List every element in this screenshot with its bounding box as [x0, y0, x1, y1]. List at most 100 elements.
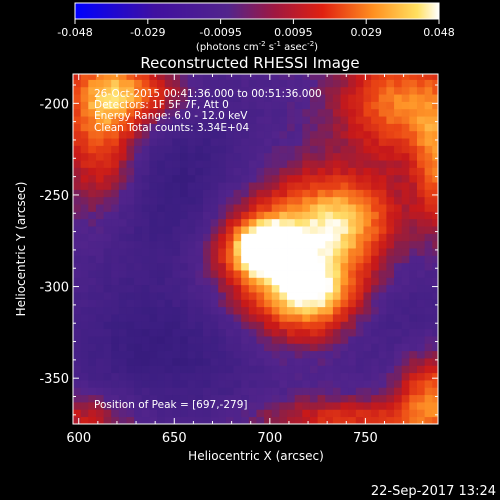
heatmap-cell: [141, 416, 150, 424]
heatmap-cell: [172, 387, 181, 396]
heatmap-cell: [401, 314, 410, 322]
heatmap-cell: [348, 409, 357, 418]
heatmap-cell: [149, 204, 158, 212]
heatmap-cell: [233, 94, 242, 102]
heatmap-cell: [416, 138, 426, 146]
heatmap-cell: [187, 365, 196, 374]
heatmap-cell: [95, 86, 104, 95]
heatmap-cell: [80, 416, 89, 424]
heatmap-cell: [386, 123, 395, 132]
heatmap-cell: [264, 233, 273, 242]
heatmap-cell: [172, 108, 181, 117]
heatmap-cell: [264, 314, 273, 322]
heatmap-cell: [202, 123, 211, 132]
heatmap-cell: [287, 116, 296, 124]
heatmap-cell: [241, 350, 250, 359]
heatmap-cell: [287, 299, 296, 308]
heatmap-cell: [424, 211, 433, 220]
heatmap-cell: [279, 262, 288, 271]
heatmap-cell: [88, 343, 97, 352]
heatmap-cell: [164, 233, 173, 242]
heatmap-cell: [409, 74, 418, 80]
heatmap-cell: [340, 130, 349, 139]
heatmap-cell: [118, 248, 127, 256]
heatmap-cell: [80, 409, 89, 418]
heatmap-cell: [348, 130, 357, 139]
heatmap-cell: [111, 372, 120, 381]
heatmap-cell: [202, 284, 211, 293]
heatmap-cell: [88, 321, 97, 330]
heatmap-cell: [126, 328, 135, 337]
heatmap-cell: [317, 145, 326, 154]
heatmap-cell: [279, 350, 288, 359]
heatmap-cell: [416, 79, 426, 88]
heatmap-cell: [164, 350, 173, 359]
heatmap-cell: [279, 130, 288, 139]
heatmap-cell: [103, 284, 112, 293]
heatmap-cell: [332, 79, 341, 88]
heatmap-cell: [172, 123, 181, 132]
heatmap-cell: [88, 123, 97, 132]
heatmap-cell: [340, 94, 349, 102]
heatmap-cell: [195, 145, 204, 154]
heatmap-cell: [332, 328, 341, 337]
heatmap-cell: [118, 94, 127, 102]
heatmap-cell: [256, 270, 265, 278]
heatmap-cell: [355, 270, 364, 278]
heatmap-cell: [248, 240, 257, 249]
heatmap-cell: [95, 336, 104, 344]
heatmap-cell: [157, 130, 166, 139]
heatmap-cell: [141, 240, 150, 249]
heatmap-cell: [378, 299, 387, 308]
heatmap-cell: [126, 255, 135, 264]
heatmap-cell: [225, 380, 234, 388]
heatmap-cell: [195, 152, 204, 161]
heatmap-cell: [118, 328, 127, 337]
heatmap-cell: [371, 233, 380, 242]
heatmap-cell: [424, 270, 433, 278]
heatmap-cell: [279, 380, 288, 388]
heatmap-cell: [80, 350, 89, 359]
heatmap-cell: [302, 182, 311, 190]
heatmap-cell: [409, 79, 418, 88]
heatmap-cell: [416, 343, 426, 352]
heatmap-cell: [424, 182, 433, 190]
heatmap-cell: [355, 233, 364, 242]
heatmap-cell: [409, 86, 418, 95]
heatmap-cell: [325, 416, 334, 424]
heatmap-cell: [424, 233, 433, 242]
heatmap-cell: [371, 152, 380, 161]
heatmap-cell: [355, 409, 364, 418]
heatmap-cell: [317, 409, 326, 418]
heatmap-cell: [241, 321, 250, 330]
heatmap-cell: [264, 226, 273, 234]
heatmap-cell: [279, 248, 288, 256]
heatmap-cell: [264, 402, 273, 410]
heatmap-cell: [164, 211, 173, 220]
heatmap-cell: [332, 409, 341, 418]
heatmap-cell: [294, 138, 303, 146]
heatmap-cell: [134, 306, 143, 315]
heatmap-cell: [88, 277, 97, 286]
heatmap-cell: [164, 402, 173, 410]
heatmap-cell: [302, 336, 311, 344]
heatmap-cell: [409, 336, 418, 344]
heatmap-cell: [157, 365, 166, 374]
heatmap-cell: [386, 372, 395, 381]
heatmap-cell: [271, 196, 280, 205]
heatmap-cell: [394, 387, 403, 396]
heatmap-cell: [325, 204, 334, 212]
heatmap-cell: [172, 226, 181, 234]
heatmap-cell: [371, 350, 380, 359]
heatmap-cell: [195, 262, 204, 271]
heatmap-cell: [80, 240, 89, 249]
heatmap-cell: [88, 328, 97, 337]
heatmap-cell: [317, 292, 326, 300]
heatmap-cell: [210, 402, 219, 410]
heatmap-cell: [218, 94, 227, 102]
heatmap-cell: [164, 79, 173, 88]
heatmap-cell: [355, 79, 364, 88]
heatmap-cell: [348, 189, 357, 198]
heatmap-cell: [416, 167, 426, 176]
heatmap-cell: [317, 152, 326, 161]
